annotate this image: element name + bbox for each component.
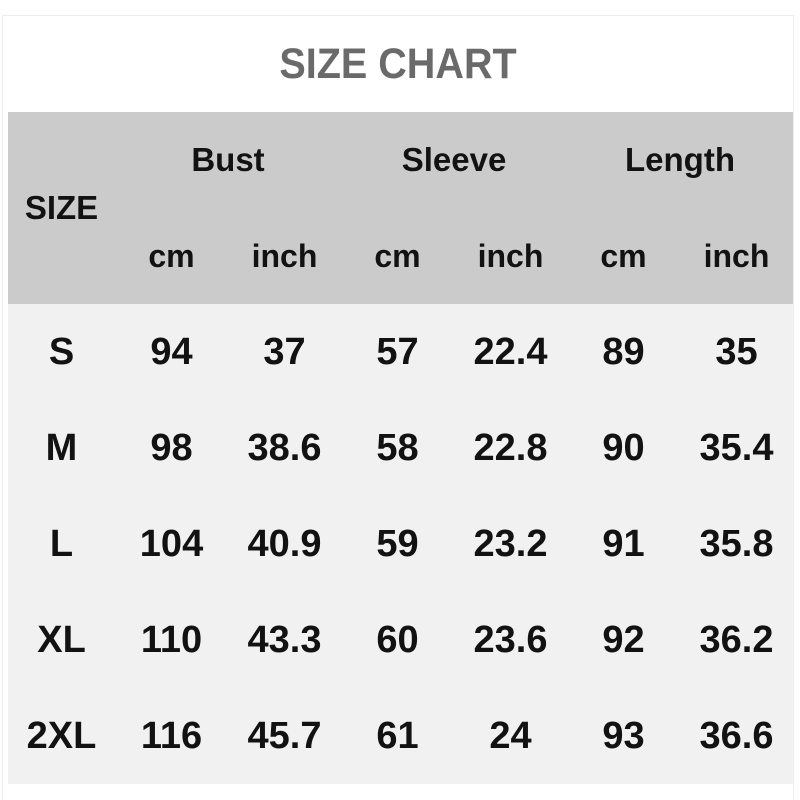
value-cell: 60 xyxy=(341,592,454,688)
value-cell: 91 xyxy=(567,496,680,592)
value-cell: 58 xyxy=(341,400,454,496)
size-cell: 2XL xyxy=(8,688,115,784)
group-header-bust: Bust xyxy=(115,112,341,208)
value-cell: 22.8 xyxy=(454,400,567,496)
value-cell: 110 xyxy=(115,592,228,688)
unit-header-sleeve-inch: inch xyxy=(454,208,567,304)
value-cell: 23.6 xyxy=(454,592,567,688)
group-header-length: Length xyxy=(567,112,793,208)
value-cell: 89 xyxy=(567,304,680,400)
value-cell: 35 xyxy=(680,304,793,400)
value-cell: 92 xyxy=(567,592,680,688)
unit-header-bust-cm: cm xyxy=(115,208,228,304)
value-cell: 116 xyxy=(115,688,228,784)
page-title: SIZE CHART xyxy=(279,39,517,88)
value-cell: 37 xyxy=(228,304,341,400)
size-cell: XL xyxy=(8,592,115,688)
value-cell: 35.8 xyxy=(680,496,793,592)
size-table: SIZE Bust Sleeve Length cm inch cm inch … xyxy=(8,112,793,784)
value-cell: 43.3 xyxy=(228,592,341,688)
size-chart-card: SIZE CHART SIZE Bust Sleeve Length cm in… xyxy=(2,15,794,800)
size-cell: S xyxy=(8,304,115,400)
value-cell: 93 xyxy=(567,688,680,784)
value-cell: 22.4 xyxy=(454,304,567,400)
value-cell: 36.2 xyxy=(680,592,793,688)
group-header-sleeve: Sleeve xyxy=(341,112,567,208)
value-cell: 40.9 xyxy=(228,496,341,592)
value-cell: 36.6 xyxy=(680,688,793,784)
value-cell: 57 xyxy=(341,304,454,400)
value-cell: 35.4 xyxy=(680,400,793,496)
value-cell: 59 xyxy=(341,496,454,592)
value-cell: 98 xyxy=(115,400,228,496)
value-cell: 24 xyxy=(454,688,567,784)
value-cell: 61 xyxy=(341,688,454,784)
title-bar: SIZE CHART xyxy=(3,16,793,112)
unit-header-sleeve-cm: cm xyxy=(341,208,454,304)
column-header-size: SIZE xyxy=(8,112,115,304)
value-cell: 104 xyxy=(115,496,228,592)
value-cell: 90 xyxy=(567,400,680,496)
value-cell: 94 xyxy=(115,304,228,400)
value-cell: 23.2 xyxy=(454,496,567,592)
unit-header-length-cm: cm xyxy=(567,208,680,304)
unit-header-bust-inch: inch xyxy=(228,208,341,304)
value-cell: 45.7 xyxy=(228,688,341,784)
unit-header-length-inch: inch xyxy=(680,208,793,304)
size-cell: L xyxy=(8,496,115,592)
size-cell: M xyxy=(8,400,115,496)
value-cell: 38.6 xyxy=(228,400,341,496)
